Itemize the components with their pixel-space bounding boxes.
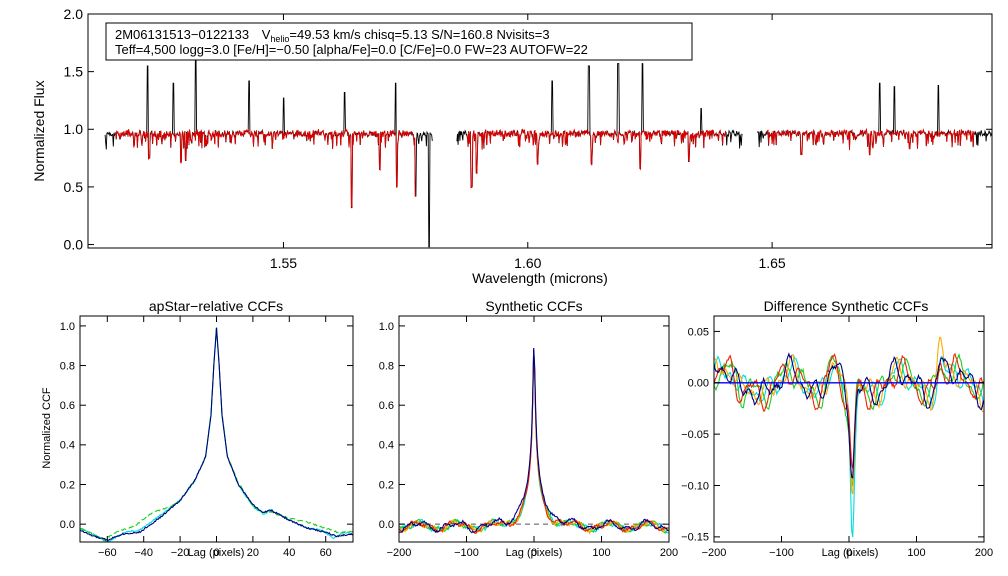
spectrum-synthetic-line: [766, 127, 975, 156]
ccf2-ytick-label: 0.4: [379, 440, 394, 452]
ccf1-xlabel: Lag (pixels): [188, 547, 245, 559]
spectrum-frame: [87, 13, 993, 249]
ccf1-series-line: [80, 327, 353, 542]
v-label: V: [262, 27, 271, 42]
ccf1-ytick-label: 0.8: [60, 360, 75, 372]
ccf2-ytick-label: 0.0: [379, 519, 394, 531]
annotation-line-1-rest: =49.53 km/s chisq=5.13 S/N=160.8 Nvisits…: [289, 27, 549, 42]
annotation-line-1: 2M06131513−0122133 Vhelio=49.53 km/s chi…: [115, 27, 550, 44]
ccf3-xtick-label: 200: [975, 547, 993, 559]
spectrum-synthetic-line: [465, 128, 726, 189]
spectrum-xlabel: Wavelength (microns): [472, 270, 608, 286]
ccf3-xtick-label: 100: [907, 547, 925, 559]
ccf3-title: Difference Synthetic CCFs: [764, 298, 929, 314]
annotation-line-2: Teff=4,500 logg=3.0 [Fe/H]=−0.50 [alpha/…: [115, 42, 588, 57]
ccf3-ytick-label: −0.10: [681, 480, 709, 492]
ccf1-ylabel: Normalized CCF: [41, 387, 53, 469]
ccf2-xlabel: Lag (pixels): [506, 547, 563, 559]
ccf2-panel: Synthetic CCFs −200 −100 0 100 200 0.0 0.2 0.4 0…: [379, 298, 678, 559]
ccf3-series-line: [714, 354, 984, 538]
ccf3-ytick-label: −0.05: [681, 429, 709, 441]
ccf1-xtick-label: −40: [134, 547, 153, 559]
ccf1-ytick-label: 0.6: [60, 400, 75, 412]
ccf2-ticks: −200 −100 0 100 200 0.0 0.2 0.4 0.6 0.8 1.0: [379, 316, 678, 559]
spectrum-xtick-label: 1.55: [270, 255, 297, 271]
spectrum-observed-line: [456, 63, 743, 188]
ccf1-xtick-label: 40: [283, 547, 295, 559]
spectrum-ticks: 1.55 1.60 1.65 0.0 0.5 1.0 1.5 2.0: [64, 6, 992, 271]
ccf3-xlabel: Lag (pixels): [822, 547, 879, 559]
ccf1-series-line: [80, 325, 353, 542]
spectrum-ytick-label: 1.5: [64, 64, 84, 80]
ccf1-ytick-label: 1.0: [60, 321, 75, 333]
ccf2-xtick-label: −100: [454, 547, 479, 559]
ccf2-title: Synthetic CCFs: [485, 298, 582, 314]
ccf1-ytick-label: 0.2: [60, 479, 75, 491]
spectrum-xtick-label: 1.60: [514, 255, 541, 271]
ccf2-series-line: [399, 347, 669, 534]
ccf3-ticks: −200 −100 0 100 200 0.05 0.00 −0.05 −0.10 −0.15: [681, 316, 993, 559]
ccf3-ytick-label: 0.00: [688, 378, 709, 390]
ccf2-series-line: [399, 350, 669, 535]
ccf1-series-group: [80, 325, 353, 542]
ccf3-panel: Difference Synthetic CCFs −200 −100 0 100 20…: [681, 298, 993, 559]
ccf2-xtick-label: 200: [660, 547, 678, 559]
ccf1-xtick-label: −20: [171, 547, 190, 559]
spectrum-observed-line: [757, 82, 993, 156]
ccf2-ytick-label: 1.0: [379, 321, 394, 333]
ccf1-title: apStar−relative CCFs: [149, 298, 283, 314]
ccf1-series-line: [80, 327, 353, 541]
ccf1-xtick-label: 60: [320, 547, 332, 559]
annotation-box: 2M06131513−0122133 Vhelio=49.53 km/s chi…: [105, 22, 693, 61]
ccf3-xtick-label: −200: [702, 547, 727, 559]
ccf3-ytick-label: −0.15: [681, 532, 709, 544]
spectrum-series-group: [104, 53, 993, 248]
spectrum-observed-line: [104, 53, 433, 248]
ccf1-frame: [79, 315, 354, 543]
ccf3-ytick-label: 0.05: [688, 326, 709, 338]
spectrum-synthetic-line: [114, 128, 416, 208]
ccf1-xtick-label: 0: [213, 547, 219, 559]
ccf1-xtick-label: −60: [98, 547, 117, 559]
ccf2-series-group: [399, 347, 669, 535]
spectrum-panel: 1.55 1.60 1.65 0.0 0.5 1.0 1.5 2.0 Wavelength (…: [31, 6, 993, 286]
ccf3-series-line: [714, 352, 984, 469]
spectrum-ytick-label: 0.0: [64, 236, 84, 252]
spectrum-ylabel: Normalized Flux: [31, 80, 47, 181]
spectrum-ytick-label: 1.0: [64, 121, 84, 137]
ccf1-panel: apStar−relative CCFs −60 −40 −20 0 20 40 60 0.0…: [41, 298, 354, 559]
ccf3-xtick-label: −100: [769, 547, 794, 559]
v-sub: helio: [270, 34, 289, 44]
ccf2-xtick-label: 100: [592, 547, 610, 559]
star-id: 2M06131513−0122133: [115, 27, 249, 42]
ccf1-ticks: −60 −40 −20 0 20 40 60 0.0 0.2 0.4 0.6 0.8 1.0: [60, 316, 353, 559]
spectrum-ytick-label: 0.5: [64, 179, 84, 195]
ccf3-series-line: [714, 352, 984, 479]
ccf2-ytick-label: 0.2: [379, 479, 394, 491]
spectrum-ytick-label: 2.0: [64, 6, 84, 22]
spectrum-xtick-label: 1.65: [758, 255, 785, 271]
ccf2-xtick-label: 0: [531, 547, 537, 559]
ccf2-xtick-label: −200: [387, 547, 412, 559]
annotation-frame: [105, 22, 693, 61]
ccf3-series-group: [714, 336, 984, 538]
ccf2-ytick-label: 0.8: [379, 360, 394, 372]
ccf1-ytick-label: 0.4: [60, 440, 75, 452]
ccf2-ytick-label: 0.6: [379, 400, 394, 412]
ccf3-xtick-label: 0: [846, 547, 852, 559]
ccf1-ytick-label: 0.0: [60, 519, 75, 531]
ccf1-xtick-label: 20: [247, 547, 259, 559]
